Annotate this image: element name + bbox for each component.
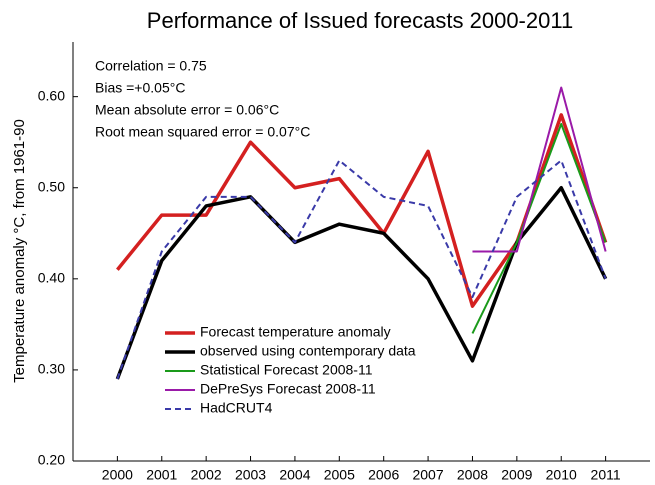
chart-title: Performance of Issued forecasts 2000-201… bbox=[147, 8, 573, 33]
series-line bbox=[472, 86, 607, 253]
annotation: Correlation = 0.75 bbox=[95, 58, 207, 74]
series-line bbox=[471, 122, 607, 334]
series-line bbox=[116, 159, 607, 380]
annotation: Root mean squared error = 0.07°C bbox=[95, 124, 310, 140]
legend-label: Statistical Forecast 2008-11 bbox=[200, 362, 373, 378]
series-line bbox=[115, 185, 608, 380]
y-tick-label: 0.30 bbox=[38, 361, 65, 377]
x-tick-label: 2011 bbox=[591, 467, 621, 483]
legend-label: HadCRUT4 bbox=[200, 400, 273, 416]
x-tick-label: 2004 bbox=[279, 467, 310, 483]
legend-label: Forecast temperature anomaly bbox=[200, 324, 391, 340]
x-tick-label: 2005 bbox=[324, 467, 355, 483]
y-tick-label: 0.50 bbox=[38, 178, 65, 194]
y-tick-label: 0.40 bbox=[38, 270, 65, 286]
x-tick-label: 2008 bbox=[457, 467, 488, 483]
x-tick-label: 2001 bbox=[146, 467, 177, 483]
legend-label: observed using contemporary data bbox=[200, 343, 416, 359]
series-line bbox=[116, 113, 608, 308]
x-tick-label: 2007 bbox=[412, 467, 443, 483]
x-tick-label: 2009 bbox=[501, 467, 532, 483]
annotation: Mean absolute error = 0.06°C bbox=[95, 102, 279, 118]
y-tick-label: 0.20 bbox=[38, 452, 65, 468]
y-tick-label: 0.60 bbox=[38, 87, 65, 103]
x-tick-label: 2010 bbox=[546, 467, 577, 483]
legend-label: DePreSys Forecast 2008-11 bbox=[200, 381, 376, 397]
x-tick-label: 2006 bbox=[368, 467, 399, 483]
x-tick-label: 2002 bbox=[191, 467, 222, 483]
x-tick-label: 2003 bbox=[235, 467, 266, 483]
annotation: Bias =+0.05°C bbox=[95, 80, 185, 96]
y-axis-label: Temperature anomaly °C, from 1961-90 bbox=[11, 119, 28, 383]
x-tick-label: 2000 bbox=[102, 467, 133, 483]
